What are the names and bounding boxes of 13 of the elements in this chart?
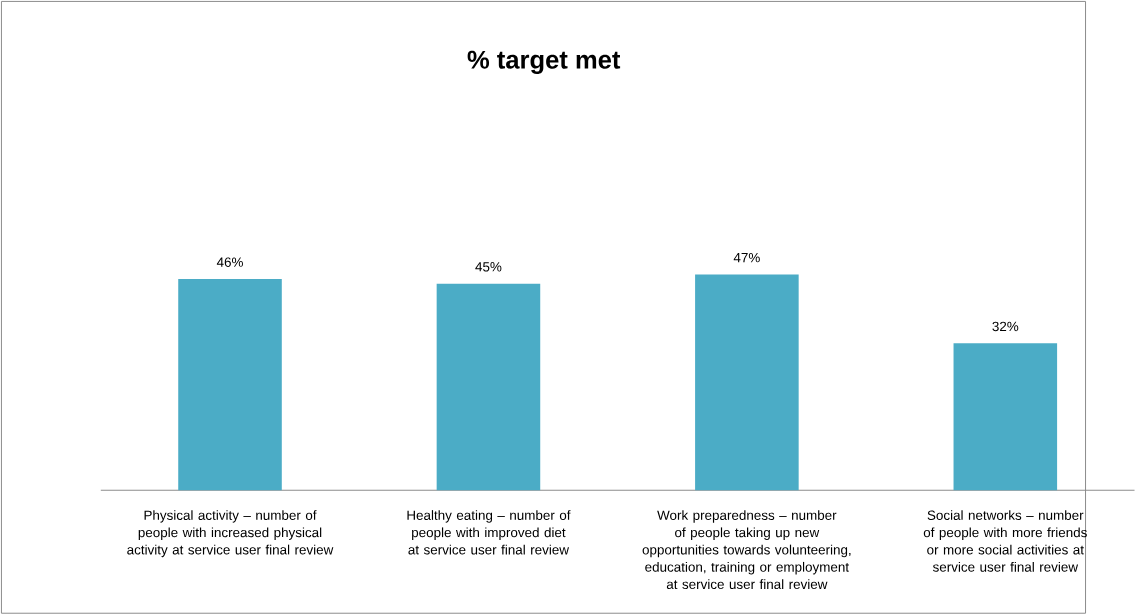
data-label: 45%	[475, 262, 502, 272]
data-label: 47%	[733, 253, 760, 263]
bar	[695, 274, 799, 491]
data-label: 32%	[992, 321, 1019, 332]
x-tick-label: Healthy eating – number of people with improved diet at service user final review	[407, 510, 571, 555]
data-label: 46%	[216, 257, 243, 268]
x-tick-label: Work preparedness – number of people taking up new opportunities towards volunteering, education, training or employment at service user final review	[642, 510, 851, 590]
bar	[436, 283, 541, 491]
x-tick-label: Social networks – number of people with more friends or more social activities at service user final review	[923, 510, 1087, 572]
chart-title: % target met	[467, 50, 621, 75]
bar	[178, 279, 282, 491]
x-tick-label: Physical activity – number of people with increased physical activity at service user final review	[127, 510, 334, 558]
bar	[953, 343, 1058, 491]
